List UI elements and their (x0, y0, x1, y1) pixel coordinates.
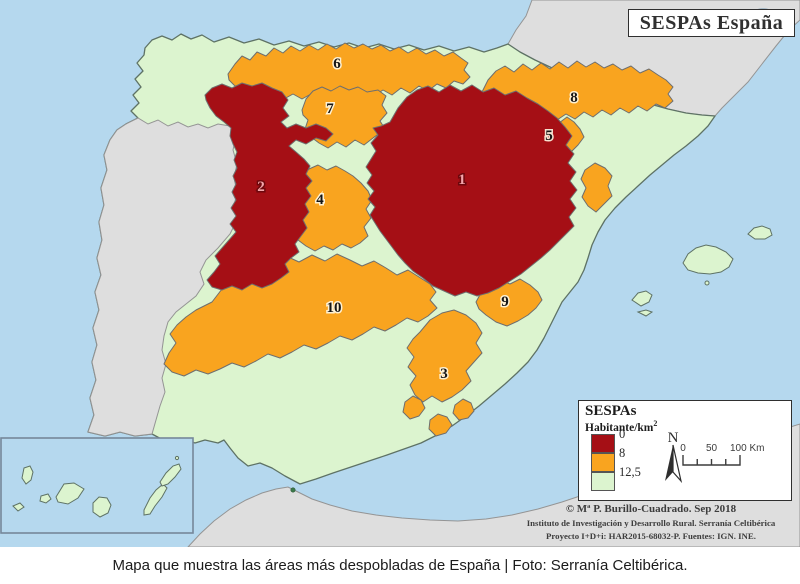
credit-line: © Mª P. Burillo-Cuadrado. Sep 2018 (565, 503, 737, 515)
legend-swatch (591, 453, 615, 472)
spain-sespa-map: 1 2 3 4 5 6 7 8 9 10 (0, 0, 800, 547)
scale-bar: 0 50 100 Km (680, 443, 764, 466)
scale-bar-line (682, 455, 741, 466)
region-label-2: 2 (257, 179, 265, 195)
north-label: N (668, 430, 679, 446)
lanzarote-island (159, 463, 182, 487)
legend-swatch (591, 472, 615, 491)
scale-tick-100km: 100 Km (730, 443, 764, 454)
scale-tick-50: 50 (706, 443, 718, 454)
la-graciosa-island (174, 455, 180, 461)
legend-title: SESPAs (585, 403, 637, 419)
region-label-4: 4 (316, 192, 324, 208)
region-label-3: 3 (440, 366, 448, 382)
sespa-region-6 (227, 42, 471, 100)
sespa-region-3-satellite (452, 398, 475, 421)
legend-classes: 0 8 12,5 (591, 427, 641, 491)
legend-class-row: 0 (591, 427, 641, 453)
ibiza-island (631, 290, 653, 307)
credit-line: Proyecto I+D+i: HAR2015-68032-P. Fuentes… (546, 531, 756, 542)
map-title: SESPAs España (639, 11, 784, 34)
region-number-labels: 1 2 3 4 5 6 7 8 9 10 (256, 55, 580, 384)
sespa-region-3-satellite (402, 395, 426, 420)
scale-tick-0: 0 (680, 443, 686, 454)
sespa-coastal-strip (580, 162, 613, 213)
la-palma-island (21, 465, 34, 485)
region-label-1: 1 (458, 172, 466, 188)
legend-class-label: 12,5 (619, 465, 641, 479)
legend-unit: Habitante/km2 (585, 418, 658, 434)
north-arrow-right-half (672, 444, 683, 484)
cabrera-island (704, 280, 710, 286)
credit-line: Instituto de Investigación y Desarrollo … (526, 518, 776, 529)
legend-class-label: 8 (619, 446, 626, 460)
legend-class-row: 12,5 (591, 465, 641, 491)
el-hierro-island (12, 502, 25, 512)
north-arrow-left-half (665, 445, 673, 481)
region-label-5: 5 (545, 128, 553, 144)
sespa-region-1 (365, 84, 578, 297)
fuerteventura-island (143, 483, 168, 516)
region-label-6: 6 (333, 56, 341, 72)
sespa-region-2 (204, 82, 334, 291)
map-legend: SESPAs Habitante/km2 0 8 12,5 N 0 50 100 K… (578, 400, 792, 501)
legend-swatch (591, 434, 615, 453)
formentera-island (636, 309, 654, 317)
mallorca-island (682, 244, 734, 275)
map-credits: © Mª P. Burillo-Cuadrado. Sep 2018 Insti… (505, 502, 797, 543)
tenerife-island (55, 482, 85, 505)
region-label-10: 10 (327, 300, 342, 316)
portugal-landmass (87, 117, 238, 437)
la-gomera-island (39, 493, 52, 504)
sespa-region-3-satellite (428, 413, 453, 437)
legend-class-row: 8 (591, 446, 641, 472)
region-label-9: 9 (501, 294, 509, 310)
caption-bar: Mapa que muestra las áreas más despoblad… (0, 547, 800, 584)
figure-caption: Mapa que muestra las áreas más despoblad… (112, 557, 688, 574)
sespa-region-3 (406, 309, 483, 403)
map-title-box: SESPAs España (628, 9, 795, 37)
north-arrow: N (665, 430, 683, 484)
region-label-7: 7 (326, 101, 334, 117)
ceuta-dot (290, 487, 296, 493)
legend-class-label: 0 (619, 427, 626, 441)
region-label-8: 8 (570, 90, 578, 106)
map-canvas: 1 2 3 4 5 6 7 8 9 10 SESPAs España SESPAs Habitan… (0, 0, 800, 547)
gran-canaria-island (92, 496, 112, 518)
sespa-region-4 (289, 164, 373, 252)
menorca-island (747, 225, 773, 240)
